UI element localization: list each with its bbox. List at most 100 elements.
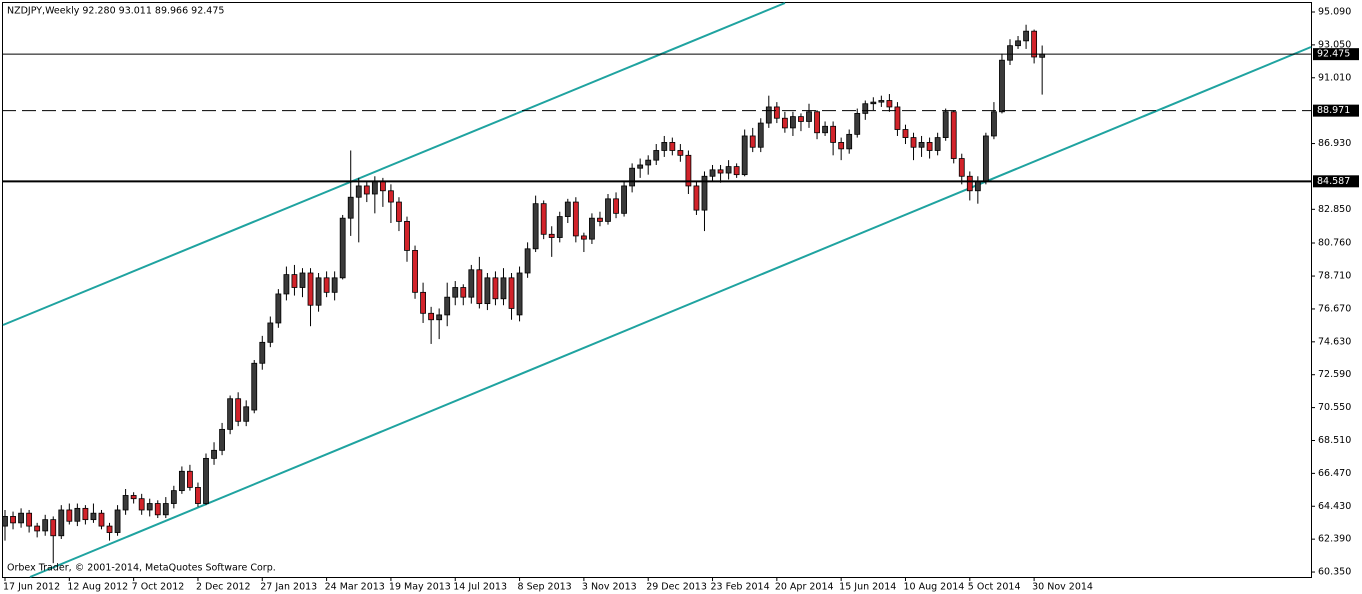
level-label-box (1313, 104, 1359, 117)
x-tick-label: 3 Nov 2013 (582, 582, 637, 593)
candle-body (508, 277, 515, 309)
chart-title: NZDJPY,Weekly 92.280 93.011 89.966 92.47… (7, 6, 224, 17)
candle-body (902, 129, 909, 138)
candle-body (307, 272, 314, 306)
candle-body (388, 190, 394, 203)
level-label-box (1313, 48, 1359, 61)
candle-body (934, 137, 941, 151)
candle-body (878, 100, 885, 103)
candle-body (717, 169, 724, 174)
candle-body (299, 272, 306, 288)
x-tick-label: 15 Jun 2014 (839, 582, 896, 593)
candle-body (765, 106, 772, 124)
candle-body (564, 201, 571, 217)
candle-body (886, 100, 893, 108)
candle-body (1015, 40, 1021, 47)
candle-body (733, 166, 740, 176)
candle-body (814, 111, 820, 134)
candle-body (854, 112, 861, 135)
x-tick-label: 7 Oct 2012 (132, 582, 185, 593)
x-tick-label: 8 Sep 2013 (518, 582, 572, 593)
candle-body (347, 196, 354, 219)
candle-body (870, 101, 877, 105)
candle-body (436, 314, 443, 321)
candle-body (910, 137, 917, 148)
x-tick-label: 23 Feb 2014 (711, 582, 770, 593)
candle-body (18, 512, 24, 524)
candle-body (556, 216, 563, 238)
candle-body (669, 142, 676, 151)
candle-body (661, 142, 668, 151)
candle-body (219, 428, 225, 451)
candle-body (1031, 30, 1038, 58)
candle-body (468, 269, 475, 298)
candle-body (862, 103, 869, 114)
channel-lines (2, 2, 1312, 578)
y-tick-label: 62.390 (1318, 534, 1351, 545)
x-tick-label: 10 Aug 2014 (903, 582, 964, 593)
candle-body (50, 519, 57, 537)
candle-body (605, 198, 611, 222)
candle-body (452, 287, 459, 298)
candle-body (974, 180, 981, 192)
candle-body (379, 180, 386, 192)
candle-body (412, 250, 418, 293)
candle-body (725, 166, 732, 174)
x-tick-label: 12 Aug 2012 (67, 582, 128, 593)
level-label: 88.971 (1317, 105, 1350, 116)
candle-body (122, 495, 129, 511)
candle-body (822, 125, 828, 134)
candle-body (74, 507, 81, 522)
candle-body (637, 164, 644, 169)
y-tick-label: 78.710 (1318, 271, 1351, 282)
candle-body (806, 111, 812, 122)
candle-body (195, 487, 201, 504)
candle-body (548, 233, 555, 238)
candle-body (251, 362, 258, 411)
candle-body (1023, 30, 1029, 42)
candle-body (235, 398, 242, 422)
candle-body (516, 272, 523, 316)
candle-body (709, 169, 716, 177)
candle-body (749, 135, 756, 148)
candle-body (323, 277, 330, 293)
x-tick-label: 5 Oct 2014 (968, 582, 1021, 593)
candle-body (178, 470, 185, 492)
channel-upper (2, 2, 786, 326)
candle-body (991, 111, 997, 137)
candle-body (621, 185, 627, 214)
candle-body (532, 203, 539, 250)
x-tick-label: 14 Jul 2013 (453, 582, 507, 593)
candle-body (572, 201, 579, 237)
candle-body (339, 217, 346, 279)
y-tick-label: 82.850 (1318, 204, 1351, 215)
candle-body (2, 516, 8, 527)
level-label: 92.475 (1317, 49, 1350, 60)
y-tick-label: 70.550 (1318, 402, 1351, 413)
candle-body (404, 221, 410, 251)
candle-body (918, 142, 925, 148)
x-tick-label: 17 Jun 2012 (3, 582, 60, 593)
y-tick-label: 76.670 (1318, 303, 1351, 314)
candle-body (613, 198, 619, 214)
candle-body (958, 158, 965, 177)
candle-body (187, 470, 193, 488)
candle-body (42, 519, 49, 532)
x-tick-label: 29 Dec 2013 (646, 582, 707, 593)
candle-body (291, 274, 298, 288)
candle-body (130, 495, 137, 500)
copyright: Orbex Trader, © 2001-2014, MetaQuotes So… (7, 563, 276, 574)
x-tick-label: 2 Dec 2012 (196, 582, 251, 593)
candle-body (685, 154, 692, 187)
candle-body (926, 142, 933, 151)
candle-body (420, 291, 426, 314)
plot-frame (2, 2, 1312, 578)
candle-body (597, 217, 603, 222)
candle-body (966, 175, 973, 192)
candle-body (830, 125, 837, 143)
y-tick-label: 60.350 (1318, 567, 1351, 578)
candle-body (894, 106, 901, 130)
candle-body (170, 490, 177, 504)
x-tick-label: 20 Apr 2014 (775, 582, 834, 593)
candle-body (146, 503, 153, 511)
